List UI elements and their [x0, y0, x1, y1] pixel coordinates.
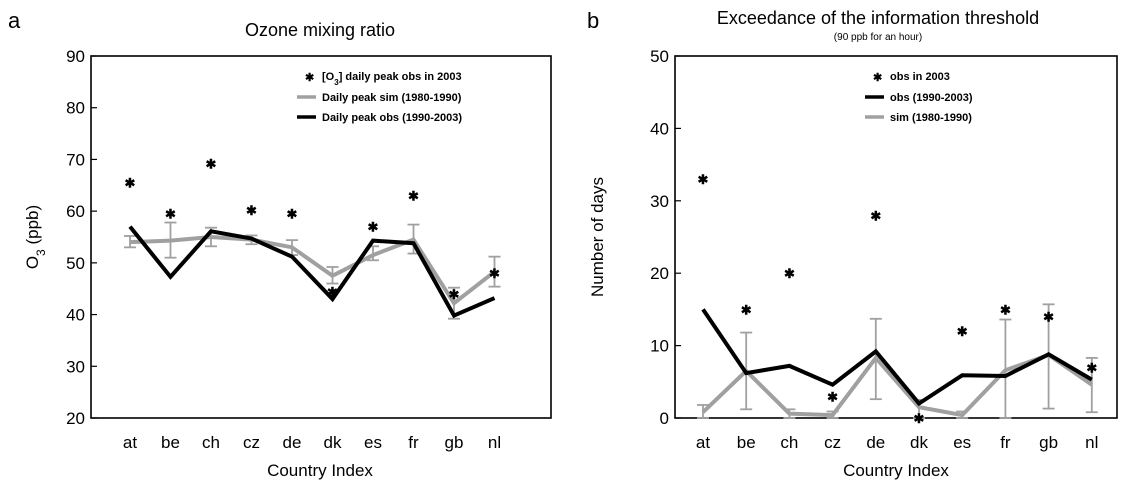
panel-a-marks: ✱ ✱ ✱ ✱ ✱ ✱ ✱ ✱ ✱ ✱: [124, 157, 501, 320]
panel-a-letter: a: [8, 8, 21, 33]
panel-a-marker-es: ✱: [368, 220, 379, 235]
panel-b-marker-cz: ✱: [827, 389, 838, 404]
panel-b-y-tick-label: 0: [660, 409, 669, 428]
panel-b-marks: ✱ ✱ ✱ ✱ ✱ ✱ ✱ ✱ ✱ ✱: [697, 172, 1098, 426]
panel-a-x-tick-label-at: at: [123, 433, 137, 452]
panel-b-x-axis-label: Country Index: [843, 461, 949, 480]
panel-a-title: Ozone mixing ratio: [245, 20, 395, 40]
panel-a-y-axis-label: O3 (ppb): [23, 205, 48, 269]
panel-b-x-tick-label-be: be: [737, 433, 756, 452]
panel-b-legend-marker-symbol: ✱: [873, 72, 882, 84]
panel-a-marker-dk: ✱: [327, 284, 338, 299]
panel-b-y-tick-label: 20: [650, 264, 669, 283]
panel-b-letter: b: [587, 8, 599, 33]
panel-b-y-ticks: 0 10 20 30 40 50: [650, 47, 681, 428]
panel-a-series-line-1: [129, 234, 496, 307]
panel-a-y-tick-label: 70: [66, 150, 85, 169]
panel-a-y-tick-label: 60: [66, 202, 85, 221]
panel-a-y-tick-label: 90: [66, 47, 85, 66]
panel-b-legend-label-3: sim (1980-1990): [890, 112, 972, 124]
panel-b-y-axis-label: Number of days: [588, 177, 607, 297]
panel-b-subtitle: (90 ppb for an hour): [834, 32, 922, 43]
panel-b-x-tick-label-cz: cz: [824, 433, 841, 452]
panel-a-x-tick-label-cz: cz: [243, 433, 260, 452]
panel-b-x-tick-label-fr: fr: [1000, 433, 1011, 452]
panel-b-y-tick-label: 30: [650, 192, 669, 211]
panel-a-legend-label-1: [O3] daily peak obs in 2003: [322, 71, 462, 87]
panel-b-y-tick-label: 50: [650, 47, 669, 66]
panel-a-legend: ✱ [O3] daily peak obs in 2003 Daily peak…: [297, 71, 462, 124]
panel-a-x-ticks: at be ch cz de dk es fr gb nl: [123, 433, 501, 452]
panel-b-marker-de: ✱: [870, 208, 881, 223]
panel-b-plot-frame: [674, 55, 1118, 419]
panel-b-x-tick-label-es: es: [953, 433, 971, 452]
panel-a-x-tick-label-dk: dk: [324, 433, 342, 452]
panel-a-marker-nl: ✱: [489, 266, 500, 281]
panel-b-marker-es: ✱: [957, 324, 968, 339]
panel-a-y-label-suffix: (ppb): [23, 205, 42, 249]
panel-b-marker-be: ✱: [741, 302, 752, 317]
panel-b: b Exceedance of the information threshol…: [587, 8, 1118, 480]
panel-b-legend: ✱ obs in 2003 obs (1990-2003) sim (1980-…: [865, 71, 973, 124]
panel-a-marker-ch: ✱: [206, 157, 217, 172]
panel-a-y-tick-label: 30: [66, 357, 85, 376]
panel-a-marker-be: ✱: [165, 207, 176, 222]
panel-a-x-tick-label-ch: ch: [202, 433, 220, 452]
panel-a-x-tick-label-de: de: [283, 433, 302, 452]
panel-b-marker-dk: ✱: [914, 411, 925, 426]
panel-b-legend-label-2: obs (1990-2003): [890, 92, 973, 104]
panel-b-y-tick-label: 10: [650, 337, 669, 356]
panel-a-marker-fr: ✱: [408, 189, 419, 204]
panel-a-x-tick-label-be: be: [161, 433, 180, 452]
panel-a-y-tick-label: 20: [66, 409, 85, 428]
panel-b-y-tick-label: 40: [650, 119, 669, 138]
panel-a-x-axis-label: Country Index: [267, 461, 373, 480]
panel-a-x-tick-label-nl: nl: [488, 433, 501, 452]
panel-a-legend-label-2: Daily peak sim (1980-1990): [322, 92, 462, 104]
panel-a-plot-frame: [90, 55, 552, 419]
panel-a-x-tick-label-gb: gb: [445, 433, 464, 452]
panel-b-legend-label-1: obs in 2003: [890, 71, 950, 83]
panel-a-y-tick-label: 50: [66, 254, 85, 273]
panel-b-marker-ch: ✱: [784, 266, 795, 281]
panel-a-marker-gb: ✱: [449, 287, 460, 302]
panel-b-x-ticks: at be ch cz de dk es fr gb nl: [696, 433, 1099, 452]
panel-b-x-tick-label-nl: nl: [1085, 433, 1098, 452]
panel-a-legend-label-3: Daily peak obs (1990-2003): [322, 112, 462, 124]
panel-a: a Ozone mixing ratio 20 30 40 50 60 70 80 90 at…: [8, 8, 552, 480]
panel-b-x-tick-label-at: at: [696, 433, 710, 452]
panel-b-title: Exceedance of the information threshold: [717, 8, 1039, 28]
panel-a-y-label-sub: 3: [34, 249, 48, 256]
panel-b-x-tick-label-dk: dk: [910, 433, 928, 452]
panel-b-x-tick-label-de: de: [866, 433, 885, 452]
panel-b-x-tick-label-gb: gb: [1039, 433, 1058, 452]
panel-a-x-tick-label-fr: fr: [408, 433, 419, 452]
panel-a-series-line-2: [128, 225, 496, 319]
panel-a-y-ticks: 20 30 40 50 60 70 80 90: [66, 47, 97, 428]
panel-a-y-tick-label: 80: [66, 99, 85, 118]
panel-b-series-line-2: [701, 352, 1093, 418]
panel-a-marker-de: ✱: [287, 207, 298, 222]
panel-a-legend-marker-symbol: ✱: [305, 72, 314, 84]
panel-a-y-tick-label: 40: [66, 306, 85, 325]
panel-b-series-line-1: [701, 308, 1093, 407]
panel-b-marker-nl: ✱: [1086, 360, 1097, 375]
panel-a-y-label-main: O: [23, 256, 42, 269]
panel-b-marker-at: ✱: [698, 172, 709, 187]
panel-b-x-tick-label-ch: ch: [780, 433, 798, 452]
panel-b-marker-fr: ✱: [1000, 302, 1011, 317]
panel-a-marker-cz: ✱: [246, 203, 257, 218]
panel-a-marker-at: ✱: [125, 176, 136, 191]
panel-a-x-tick-label-es: es: [364, 433, 382, 452]
panel-b-marker-gb: ✱: [1043, 310, 1054, 325]
